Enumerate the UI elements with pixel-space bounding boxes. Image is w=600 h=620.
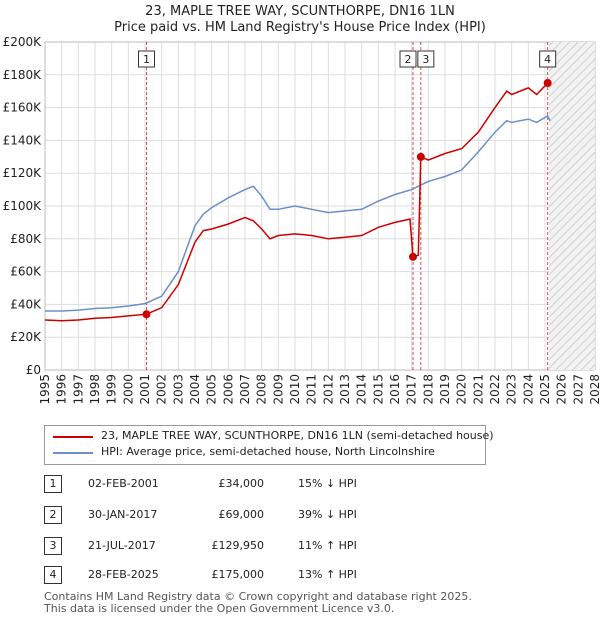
transaction-hpi: 15% ↓ HPI: [298, 477, 357, 490]
x-tick-label: 2003: [171, 374, 185, 405]
x-tick-label: 1995: [38, 374, 52, 405]
x-tick-label: 2024: [521, 374, 535, 405]
x-tick-label: 2022: [488, 374, 502, 405]
x-tick-label: 2020: [455, 374, 469, 405]
x-tick-label: 1996: [55, 374, 69, 405]
x-tick-label: 2008: [255, 374, 269, 405]
x-tick-label: 2026: [555, 374, 569, 405]
marker-box: [417, 50, 435, 68]
transaction-price: £34,000: [218, 477, 265, 490]
transaction-number: 1: [44, 475, 62, 493]
series-lines: [44, 82, 551, 322]
legend-swatch-hpi: [53, 452, 93, 454]
transaction-number: 3: [44, 537, 62, 555]
footer-copyright: Contains HM Land Registry data © Crown c…: [44, 590, 472, 603]
x-tick-label: 2028: [588, 374, 600, 405]
x-tick-label: 2016: [388, 374, 402, 405]
legend-label-property: 23, MAPLE TREE WAY, SCUNTHORPE, DN16 1LN…: [101, 429, 494, 442]
marker-box: [138, 50, 155, 68]
x-tick-label: 1999: [105, 374, 119, 405]
y-tick-label: £0: [26, 363, 41, 377]
forecast-area: [549, 42, 595, 370]
y-tick-label: £80K: [10, 232, 42, 246]
transaction-date: 28-FEB-2025: [88, 568, 159, 581]
x-tick-label: 2025: [538, 374, 552, 405]
x-tick-label: 2007: [238, 374, 252, 405]
y-tick-label: £60K: [10, 265, 42, 279]
y-tick-label: £120K: [3, 166, 43, 180]
marker-number: 4: [544, 53, 551, 66]
hpi-line: [45, 114, 551, 312]
legend-swatch-property: [53, 436, 93, 438]
transaction-price: £69,000: [218, 508, 265, 521]
y-tick-label: £200K: [3, 35, 43, 49]
x-tick-label: 2011: [305, 374, 319, 405]
x-axis: 1995 1996 1997 1998 1999 2000 2001 2002 2003 2004…: [38, 374, 600, 405]
x-tick-label: 2021: [471, 374, 485, 405]
transaction-points: [142, 79, 552, 319]
transaction-price: £175,000: [211, 568, 265, 581]
transaction-point: [543, 79, 552, 87]
x-tick-label: 1998: [88, 374, 102, 405]
x-tick-label: 1997: [71, 374, 85, 405]
chart-subtitle: Price paid vs. HM Land Registry's House …: [114, 20, 486, 35]
marker-box: [399, 50, 417, 68]
x-tick-label: 2017: [405, 374, 419, 405]
x-tick-label: 2012: [321, 374, 335, 405]
transaction-date: 30-JAN-2017: [88, 508, 158, 521]
x-tick-label: 2000: [121, 374, 135, 405]
forecast-region: [549, 42, 595, 370]
x-tick-label: 2010: [288, 374, 302, 405]
footer-license: This data is licensed under the Open Gov…: [44, 602, 395, 615]
transaction-number: 4: [44, 566, 62, 584]
legend: 23, MAPLE TREE WAY, SCUNTHORPE, DN16 1LN…: [44, 425, 494, 465]
x-tick-label: 2002: [155, 374, 169, 405]
x-tick-label: 2015: [371, 374, 385, 405]
marker-box: [539, 50, 557, 68]
x-tick-label: 2013: [338, 374, 352, 405]
transaction-price: £129,950: [211, 539, 265, 552]
marker-number: 1: [143, 53, 150, 66]
y-tick-label: £40K: [10, 297, 42, 311]
x-tick-label: 2009: [271, 374, 285, 405]
y-axis: £0 £20K £40K £60K £80K £100K £120K £140K £160K £1…: [3, 35, 43, 377]
transaction-date: 02-FEB-2001: [88, 477, 159, 490]
y-tick-label: £140K: [3, 133, 43, 147]
transaction-point: [416, 152, 425, 161]
transaction-point: [409, 252, 417, 261]
property-price-line: [44, 82, 549, 322]
marker-number: 3: [422, 53, 429, 66]
y-tick-label: £100K: [3, 199, 43, 213]
x-tick-label: 2023: [505, 374, 519, 405]
x-tick-label: 2005: [205, 374, 219, 405]
y-tick-label: £20K: [10, 330, 42, 344]
transaction-hpi: 13% ↑ HPI: [298, 568, 357, 581]
transaction-hpi: 39% ↓ HPI: [298, 508, 357, 521]
grid: [44, 41, 596, 371]
transaction-point: [142, 310, 151, 319]
x-tick-label: 2018: [421, 374, 435, 405]
x-tick-label: 2006: [221, 374, 235, 405]
x-tick-label: 2027: [571, 374, 585, 405]
chart-title: 23, MAPLE TREE WAY, SCUNTHORPE, DN16 1LN: [145, 4, 455, 19]
x-tick-label: 2014: [355, 374, 369, 405]
x-tick-label: 2001: [138, 374, 152, 405]
x-tick-label: 2004: [188, 374, 202, 405]
transaction-number: 2: [44, 506, 62, 524]
transaction-date: 21-JUL-2017: [88, 539, 156, 552]
legend-label-hpi: HPI: Average price, semi-detached house,…: [101, 445, 435, 458]
y-tick-label: £160K: [3, 101, 43, 115]
x-tick-label: 2019: [438, 374, 452, 405]
y-tick-label: £180K: [3, 68, 43, 82]
transaction-hpi: 11% ↑ HPI: [298, 539, 357, 552]
marker-number: 2: [405, 53, 412, 66]
